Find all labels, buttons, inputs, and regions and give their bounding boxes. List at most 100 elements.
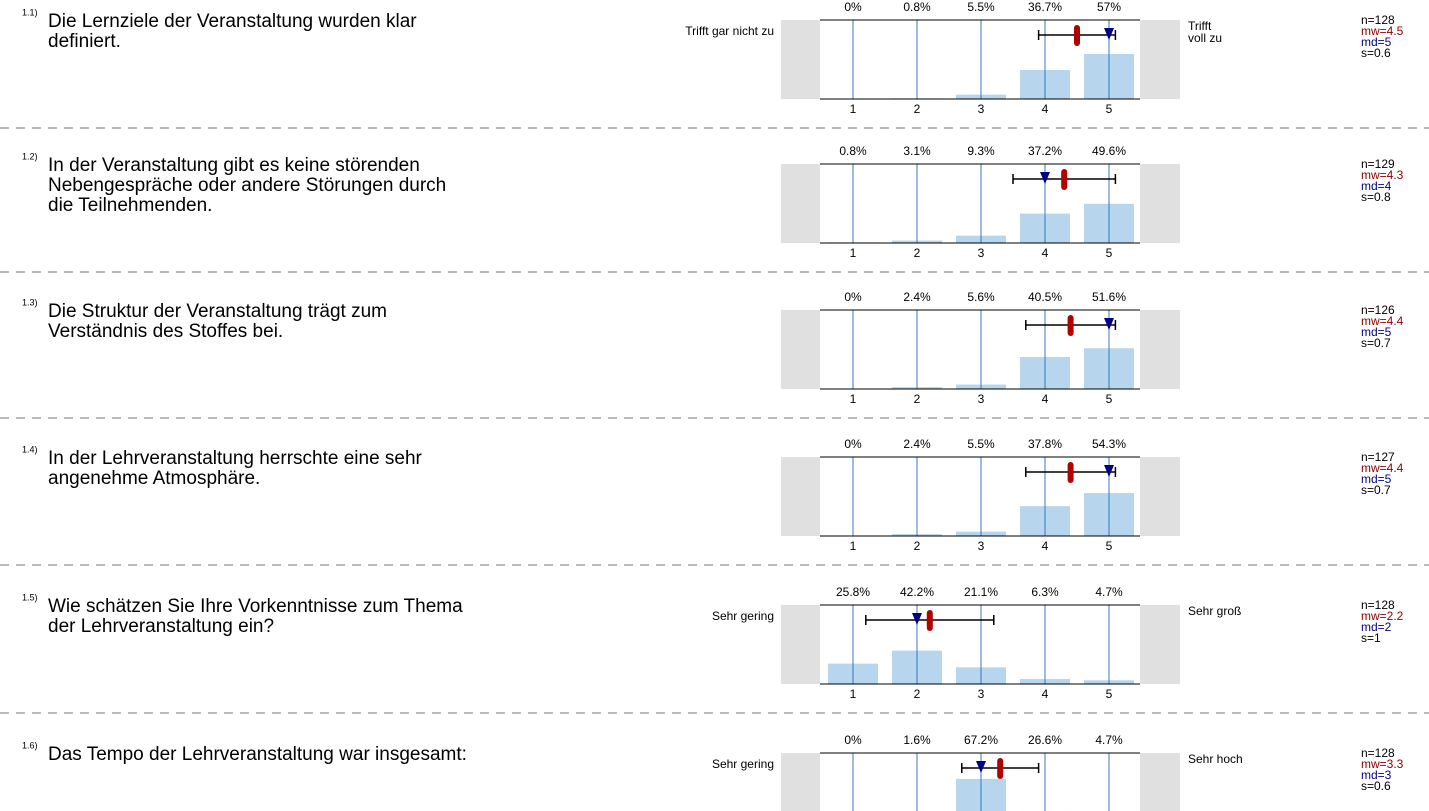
gray-box-left — [781, 20, 820, 99]
question-number: 1.1) — [22, 7, 38, 17]
scale-label: 3 — [978, 246, 985, 260]
stat-s: s=0.6 — [1361, 779, 1391, 793]
scale-label: 1 — [850, 246, 857, 260]
question-text: die Teilnehmenden. — [48, 195, 212, 216]
percentage-label: 51.6% — [1092, 290, 1126, 304]
percentage-label: 54.3% — [1092, 437, 1126, 451]
percentage-label: 57% — [1097, 0, 1121, 14]
question-text: Nebengespräche oder andere Störungen dur… — [48, 175, 446, 196]
stat-md: md=2 — [1361, 620, 1392, 634]
stat-n: n=128 — [1361, 598, 1395, 612]
median-marker — [1104, 28, 1114, 40]
question-text: Wie schätzen Sie Ihre Vorkenntnisse zum … — [48, 596, 463, 617]
gray-box-right — [1140, 164, 1180, 243]
right-label: voll zu — [1188, 31, 1222, 45]
question-text: In der Lehrveranstaltung herrschte eine … — [48, 448, 423, 469]
gray-box-left — [781, 457, 820, 536]
stat-s: s=0.8 — [1361, 190, 1391, 204]
right-label: Sehr groß — [1188, 604, 1241, 618]
scale-label: 4 — [1042, 687, 1049, 701]
percentage-label: 6.3% — [1031, 585, 1059, 599]
question-text: Die Struktur der Veranstaltung trägt zum — [48, 301, 387, 322]
scale-label: 2 — [914, 246, 921, 260]
mean-marker — [1074, 25, 1080, 46]
percentage-label: 3.1% — [903, 144, 931, 158]
stat-mw: mw=3.3 — [1361, 757, 1404, 771]
percentage-label: 37.2% — [1028, 144, 1062, 158]
question-text: definiert. — [48, 31, 121, 52]
scale-label: 4 — [1042, 102, 1049, 116]
stat-md: md=3 — [1361, 768, 1392, 782]
percentage-label: 2.4% — [903, 290, 931, 304]
question-text: Verständnis des Stoffes bei. — [48, 321, 283, 342]
percentage-label: 26.6% — [1028, 733, 1062, 747]
gray-box-right — [1140, 20, 1180, 99]
scale-label: 1 — [850, 539, 857, 553]
percentage-label: 42.2% — [900, 585, 934, 599]
scale-label: 4 — [1042, 539, 1049, 553]
scale-label: 1 — [850, 687, 857, 701]
gray-box-left — [781, 164, 820, 243]
percentage-label: 2.4% — [903, 437, 931, 451]
percentage-label: 0% — [844, 290, 862, 304]
percentage-label: 0% — [844, 0, 862, 14]
scale-label: 2 — [914, 539, 921, 553]
scale-label: 3 — [978, 687, 985, 701]
stat-n: n=126 — [1361, 303, 1395, 317]
percentage-label: 5.5% — [967, 437, 995, 451]
percentage-label: 9.3% — [967, 144, 995, 158]
question-text: Das Tempo der Lehrveranstaltung war insg… — [48, 744, 467, 765]
scale-label: 2 — [914, 687, 921, 701]
percentage-label: 49.6% — [1092, 144, 1126, 158]
scale-label: 5 — [1106, 392, 1113, 406]
stat-mw: mw=4.3 — [1361, 168, 1404, 182]
scale-label: 5 — [1106, 539, 1113, 553]
stat-s: s=0.7 — [1361, 483, 1391, 497]
median-marker — [1104, 318, 1114, 330]
percentage-label: 0% — [844, 437, 862, 451]
stat-mw: mw=4.5 — [1361, 24, 1404, 38]
scale-label: 5 — [1106, 102, 1113, 116]
question-number: 1.4) — [22, 444, 38, 454]
median-marker — [976, 761, 986, 773]
percentage-label: 21.1% — [964, 585, 998, 599]
percentage-label: 0% — [844, 733, 862, 747]
gray-box-right — [1140, 457, 1180, 536]
percentage-label: 5.5% — [967, 0, 995, 14]
stat-md: md=5 — [1361, 35, 1392, 49]
stat-n: n=129 — [1361, 157, 1395, 171]
scale-label: 5 — [1106, 246, 1113, 260]
stat-md: md=5 — [1361, 325, 1392, 339]
percentage-label: 25.8% — [836, 585, 870, 599]
stat-s: s=0.6 — [1361, 46, 1391, 60]
percentage-label: 4.7% — [1095, 585, 1123, 599]
stat-s: s=0.7 — [1361, 336, 1391, 350]
stat-n: n=127 — [1361, 450, 1395, 464]
question-text: angenehme Atmosphäre. — [48, 468, 260, 489]
gray-box-right — [1140, 753, 1180, 811]
percentage-label: 37.8% — [1028, 437, 1062, 451]
percentage-label: 1.6% — [903, 733, 931, 747]
mean-marker — [1067, 462, 1074, 483]
gray-box-right — [1140, 605, 1180, 684]
gray-box-right — [1140, 310, 1180, 389]
stat-md: md=4 — [1361, 179, 1392, 193]
scale-label: 3 — [978, 102, 985, 116]
scale-label: 2 — [914, 392, 921, 406]
right-label: Trifft — [1188, 19, 1212, 33]
scale-label: 1 — [850, 392, 857, 406]
question-number: 1.3) — [22, 297, 38, 307]
percentage-label: 67.2% — [964, 733, 998, 747]
mean-marker — [1067, 315, 1074, 336]
left-label: Sehr gering — [712, 609, 774, 623]
stat-mw: mw=4.4 — [1361, 314, 1404, 328]
scale-label: 3 — [978, 539, 985, 553]
stat-mw: mw=2.2 — [1361, 609, 1404, 623]
question-number: 1.6) — [22, 740, 38, 750]
left-label: Sehr gering — [712, 757, 774, 771]
question-text: Die Lernziele der Veranstaltung wurden k… — [48, 11, 417, 32]
median-marker — [912, 613, 922, 625]
percentage-label: 4.7% — [1095, 733, 1123, 747]
